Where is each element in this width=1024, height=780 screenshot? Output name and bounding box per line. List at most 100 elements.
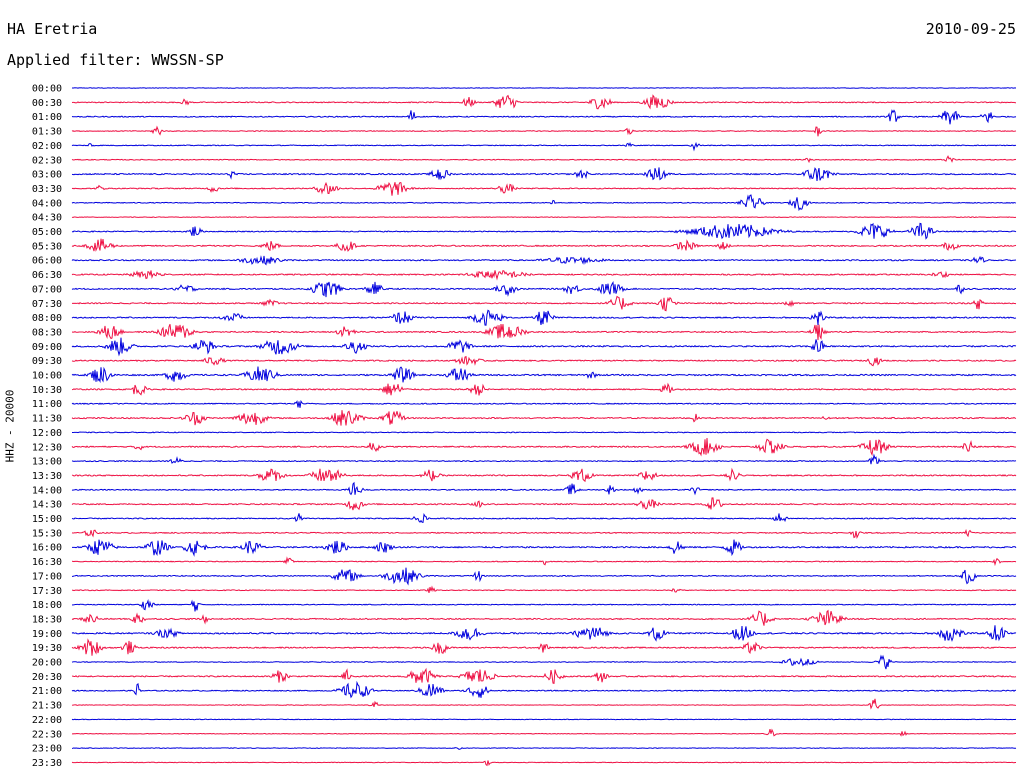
time-label: 18:30 (32, 614, 62, 625)
trace-0830 (71, 323, 1017, 341)
trace-2330 (71, 760, 1017, 767)
time-label: 09:00 (32, 342, 62, 353)
trace-0230 (71, 155, 1017, 164)
time-label: 16:00 (32, 543, 62, 554)
time-label: 12:30 (32, 442, 62, 453)
trace-2130 (71, 698, 1017, 710)
trace-0930 (71, 355, 1017, 367)
time-label: 09:30 (32, 356, 62, 367)
trace-0630 (71, 269, 1017, 281)
time-label: 13:00 (32, 457, 62, 468)
trace-1230 (71, 438, 1017, 457)
trace-1800 (71, 598, 1017, 612)
trace-0330 (71, 181, 1017, 196)
time-label: 04:30 (32, 213, 62, 224)
trace-1330 (71, 467, 1017, 483)
trace-1200 (71, 431, 1017, 434)
time-label: 10:30 (32, 385, 62, 396)
trace-0500 (71, 222, 1017, 240)
trace-0900 (71, 337, 1017, 357)
time-label: 13:30 (32, 471, 62, 482)
trace-1830 (71, 609, 1017, 626)
time-label: 08:30 (32, 327, 62, 338)
time-label: 02:00 (32, 141, 62, 152)
trace-0700 (71, 281, 1017, 298)
time-label: 19:30 (32, 643, 62, 654)
trace-1400 (71, 481, 1017, 496)
time-label: 02:30 (32, 155, 62, 166)
time-label: 21:30 (32, 701, 62, 712)
time-label: 01:30 (32, 127, 62, 138)
trace-1130 (71, 410, 1017, 426)
trace-1000 (71, 366, 1017, 384)
trace-1730 (71, 585, 1017, 594)
time-label: 23:00 (32, 744, 62, 755)
trace-0600 (71, 255, 1017, 266)
trace-1300 (71, 453, 1017, 465)
time-label: 22:30 (32, 729, 62, 740)
trace-0730 (71, 295, 1017, 312)
time-label: 10:00 (32, 371, 62, 382)
time-label: 22:00 (32, 715, 62, 726)
trace-2100 (71, 680, 1017, 699)
trace-0200 (71, 141, 1017, 152)
time-label: 06:00 (32, 256, 62, 267)
time-label: 23:30 (32, 758, 62, 769)
time-label: 18:00 (32, 600, 62, 611)
time-label: 21:00 (32, 686, 62, 697)
time-label: 07:30 (32, 299, 62, 310)
time-label: 01:00 (32, 112, 62, 123)
trace-1600 (72, 539, 1017, 557)
time-label: 12:00 (32, 428, 62, 439)
time-label: 04:00 (32, 198, 62, 209)
time-label: 15:00 (32, 514, 62, 525)
trace-1030 (71, 382, 1017, 396)
time-label: 00:30 (32, 98, 62, 109)
trace-0530 (71, 238, 1017, 252)
time-label: 05:00 (32, 227, 62, 238)
time-label: 17:30 (32, 586, 62, 597)
time-label: 03:00 (32, 170, 62, 181)
station-title: HA Eretria (7, 20, 98, 38)
time-label: 11:00 (32, 399, 62, 410)
time-label: 06:30 (32, 270, 62, 281)
trace-2200 (71, 718, 1017, 721)
time-label: 20:00 (32, 658, 62, 669)
trace-0000 (71, 87, 1017, 89)
time-label: 17:00 (32, 571, 62, 582)
trace-1630 (71, 556, 1017, 567)
trace-0400 (71, 194, 1017, 212)
time-label: 15:30 (32, 528, 62, 539)
trace-1700 (71, 567, 1017, 586)
time-label: 11:30 (32, 414, 62, 425)
trace-1900 (71, 625, 1017, 642)
trace-1930 (71, 638, 1017, 656)
time-label: 14:30 (32, 500, 62, 511)
trace-1100 (71, 399, 1017, 408)
trace-0130 (71, 125, 1017, 137)
trace-1500 (71, 512, 1017, 524)
trace-1530 (71, 528, 1017, 539)
time-label: 08:00 (32, 313, 62, 324)
time-label: 20:30 (32, 672, 62, 683)
trace-0430 (71, 216, 1017, 219)
filter-label: Applied filter: WWSSN-SP (7, 51, 224, 69)
trace-1430 (71, 497, 1017, 511)
trace-2000 (71, 654, 1017, 670)
trace-0030 (71, 94, 1017, 110)
trace-2030 (71, 667, 1017, 684)
record-date: 2010-09-25 (925, 20, 1016, 38)
trace-2230 (71, 728, 1017, 737)
time-label: 03:30 (32, 184, 62, 195)
trace-0300 (71, 167, 1017, 182)
trace-2300 (71, 747, 1017, 750)
time-label: 00:00 (32, 84, 62, 95)
trace-0800 (71, 309, 1017, 326)
time-label: 05:30 (32, 241, 62, 252)
time-label: 19:00 (32, 629, 62, 640)
time-label: 14:00 (32, 485, 62, 496)
time-label: 16:30 (32, 557, 62, 568)
time-label: 07:00 (32, 284, 62, 295)
trace-0100 (71, 109, 1017, 125)
